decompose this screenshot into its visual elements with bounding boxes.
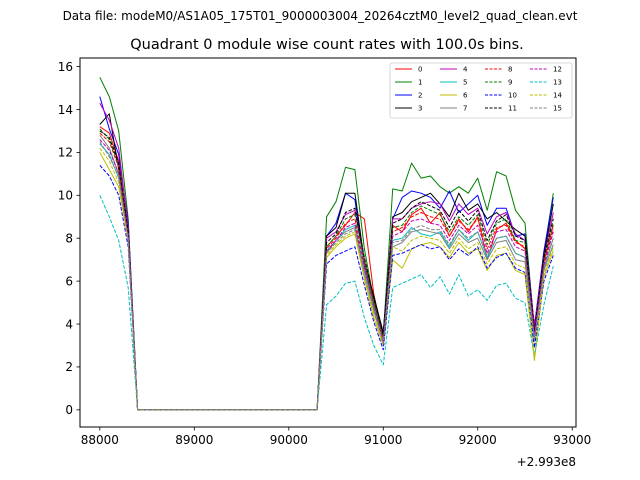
legend-label-1: 1 xyxy=(418,79,422,87)
x-tick-label: 88000 xyxy=(81,433,119,447)
legend-frame xyxy=(389,62,573,119)
x-tick-label: 93000 xyxy=(553,433,591,447)
x-tick-label: 91000 xyxy=(364,433,402,447)
y-tick-label: 8 xyxy=(65,232,73,246)
legend-label-4: 4 xyxy=(463,66,468,74)
legend-label-5: 5 xyxy=(463,79,467,87)
y-tick-label: 4 xyxy=(65,317,73,331)
y-axis: 0 2 4 6 8 10 12 14 16 xyxy=(58,60,80,417)
y-tick-label: 10 xyxy=(58,189,73,203)
suptitle: Data file: modeM0/AS1A05_175T01_90000030… xyxy=(63,9,578,23)
axes-frame xyxy=(79,57,577,428)
series-line-14 xyxy=(99,147,554,411)
x-tick-label: 90000 xyxy=(270,433,308,447)
legend-label-12: 12 xyxy=(553,66,562,74)
legend-label-2: 2 xyxy=(418,92,422,100)
legend-label-13: 13 xyxy=(553,79,562,87)
y-tick-label: 16 xyxy=(58,60,73,74)
legend-label-7: 7 xyxy=(463,105,467,113)
series-line-15 xyxy=(99,141,554,411)
legend-label-11: 11 xyxy=(508,105,517,113)
legend-label-15: 15 xyxy=(553,105,562,113)
y-tick-label: 0 xyxy=(65,403,73,417)
legend-label-6: 6 xyxy=(463,92,468,100)
legend-label-8: 8 xyxy=(508,66,512,74)
legend-label-9: 9 xyxy=(508,79,512,87)
plot-area xyxy=(79,57,577,428)
x-tick-label: 89000 xyxy=(175,433,213,447)
y-tick-label: 12 xyxy=(58,146,73,160)
y-tick-label: 14 xyxy=(58,103,73,117)
y-tick-label: 2 xyxy=(65,360,73,374)
legend-label-10: 10 xyxy=(508,92,517,100)
chart-title: Quadrant 0 module wise count rates with … xyxy=(130,37,524,53)
series-layer xyxy=(99,77,554,411)
x-offset-label: +2.993e8 xyxy=(517,455,576,469)
legend-label-0: 0 xyxy=(418,66,422,74)
legend-label-14: 14 xyxy=(553,92,562,100)
y-tick-label: 6 xyxy=(65,274,73,288)
legend-label-3: 3 xyxy=(418,105,422,113)
x-tick-label: 92000 xyxy=(459,433,497,447)
x-axis: 88000 89000 90000 91000 92000 93000 xyxy=(81,427,591,447)
